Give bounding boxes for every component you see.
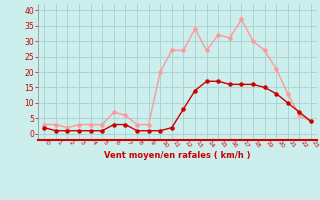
X-axis label: Vent moyen/en rafales ( km/h ): Vent moyen/en rafales ( km/h )	[104, 151, 251, 160]
